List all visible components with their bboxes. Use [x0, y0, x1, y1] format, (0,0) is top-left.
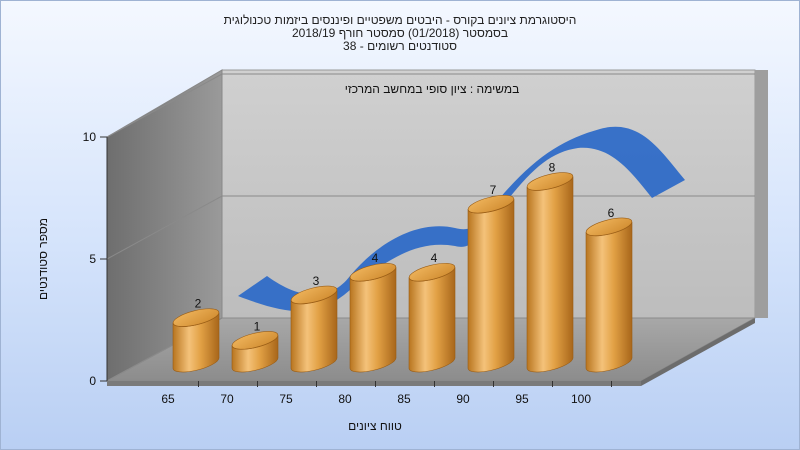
- bar: 6: [585, 206, 633, 373]
- bar-value-label: 4: [431, 251, 438, 265]
- x-axis-label: טווח ציונים: [348, 419, 402, 433]
- y-tick-label: 5: [89, 252, 96, 266]
- bar-value-label: 6: [608, 206, 615, 220]
- x-tick-label: 85: [397, 392, 411, 406]
- bar-cap: [290, 285, 338, 305]
- x-tick-label: 75: [279, 392, 293, 406]
- bar: 4: [408, 251, 456, 373]
- distribution-ribbon: [238, 126, 685, 312]
- bar: 7: [467, 183, 515, 373]
- bar-cap: [349, 263, 397, 282]
- y-tick-label: 10: [83, 130, 97, 144]
- gridline: [106, 195, 755, 260]
- bar: 1: [231, 319, 279, 373]
- chart-title-line-2: בסמסטר (01/2018) סמסטר חורף 2018/19: [291, 26, 509, 40]
- bar: 3: [290, 274, 338, 373]
- bar: 8: [526, 160, 574, 373]
- x-ticks: 65 70 75 80 85 90 95 100: [161, 381, 612, 406]
- chart-subtitle: במשימה : ציון סופי במחשב המרכזי: [345, 82, 520, 96]
- gridlines: [106, 73, 755, 382]
- bar-cap: [408, 263, 456, 282]
- bar-body: [349, 267, 397, 373]
- bar-cap: [585, 217, 633, 237]
- right-wall-edge: [755, 70, 768, 318]
- bar-value-label: 1: [254, 319, 261, 333]
- bar: 4: [349, 251, 397, 373]
- x-tick-label: 90: [456, 392, 470, 406]
- x-tick-label: 65: [161, 392, 175, 406]
- x-tick-label: 80: [338, 392, 352, 406]
- bar-value-label: 4: [372, 251, 379, 265]
- y-axis-label: מספר סטודנטים: [36, 218, 50, 300]
- x-tick-label: 70: [220, 392, 234, 406]
- x-tick-label: 95: [515, 392, 529, 406]
- gridline: [106, 317, 755, 382]
- bar-value-label: 2: [195, 297, 202, 311]
- bar-cap: [467, 194, 515, 214]
- chart-title-line-1: היסטוגרמת ציונים בקורס - היבטים משפטיים …: [223, 13, 577, 27]
- floor-front-edge: [107, 381, 641, 386]
- bar-body: [526, 176, 574, 373]
- gridline: [106, 73, 755, 138]
- bar-value-label: 3: [313, 274, 320, 288]
- bar-body: [408, 267, 456, 373]
- bar-value-label: 8: [549, 160, 556, 174]
- y-ticks: 0 5 10: [83, 130, 107, 388]
- chart-title-line-3: סטודנטים רשומים - 38: [343, 39, 457, 53]
- bar-body: [585, 221, 633, 373]
- bar: 2: [172, 297, 220, 373]
- bar-cap: [231, 331, 279, 350]
- x-tick-label: 100: [571, 392, 591, 406]
- y-tick-label: 0: [89, 374, 96, 388]
- bar-cap: [526, 172, 574, 191]
- bar-value-label: 7: [490, 183, 497, 197]
- bar-cap: [172, 308, 220, 327]
- bars: 2 1 3 4 4 7 8 6: [172, 160, 633, 373]
- bar-body: [467, 199, 515, 373]
- floor-right-edge: [641, 318, 755, 386]
